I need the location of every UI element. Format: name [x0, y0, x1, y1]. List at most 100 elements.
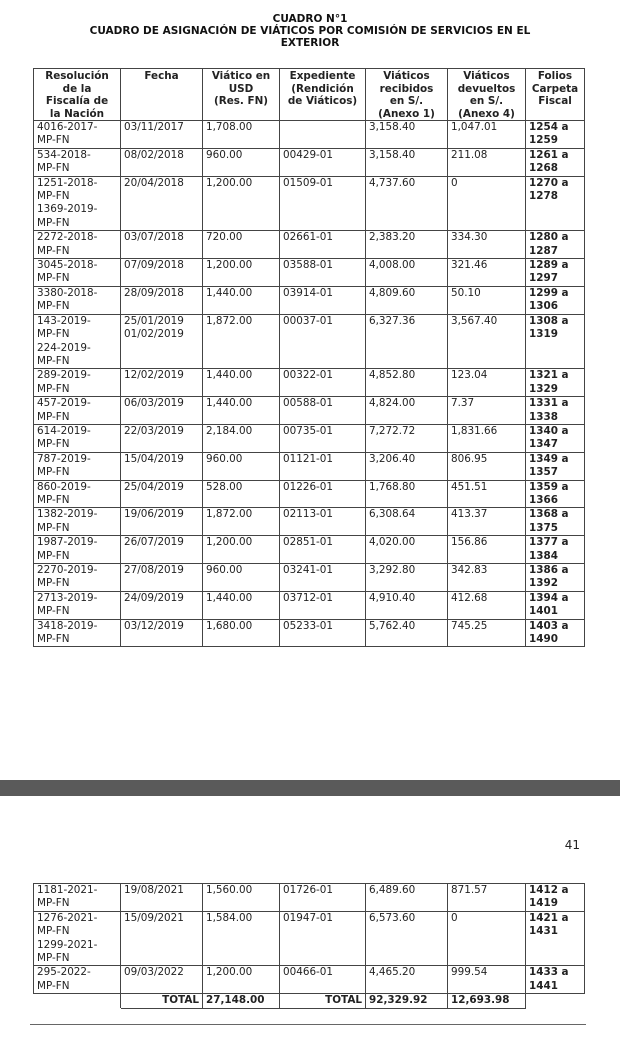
- cell-folios: 1261 a 1268: [525, 147, 585, 177]
- cell-returned-amount: 451.51: [447, 479, 526, 509]
- cell-resolution: 3380-2018- MP-FN: [33, 285, 121, 315]
- cell-received-amount: 4,809.60: [365, 285, 448, 315]
- cell-usd-amount: 1,872.00: [202, 313, 280, 370]
- cell-resolution: 1276-2021- MP-FN 1299-2021- MP-FN: [33, 910, 121, 967]
- cell-received-amount: 3,206.40: [365, 451, 448, 481]
- cell-date: 06/03/2019: [120, 396, 203, 425]
- cell-resolution: 614-2019- MP-FN: [33, 423, 121, 453]
- column-header-date: Fecha: [120, 68, 203, 121]
- cell-returned-amount: 123.04: [447, 368, 526, 398]
- cell-date: 24/09/2019: [120, 590, 203, 620]
- cell-received-amount: 4,910.40: [365, 590, 448, 620]
- cell-resolution: 3418-2019- MP-FN: [33, 618, 121, 648]
- cell-returned-amount: 806.95: [447, 451, 526, 481]
- cell-expediente: [279, 120, 366, 149]
- cell-resolution: 289-2019- MP-FN: [33, 368, 121, 398]
- cell-folios: 1421 a 1431: [525, 910, 585, 967]
- cell-returned-amount: 871.57: [447, 883, 526, 912]
- cell-usd-amount: 1,200.00: [202, 965, 280, 995]
- cell-resolution: 2270-2019- MP-FN: [33, 563, 121, 592]
- received-total: 92,329.92: [365, 993, 448, 1009]
- cell-date: 08/02/2018: [120, 147, 203, 177]
- cell-date: 03/07/2018: [120, 230, 203, 260]
- cell-resolution: 2272-2018- MP-FN: [33, 230, 121, 260]
- cell-folios: 1331 a 1338: [525, 396, 585, 425]
- table-row: 1382-2019- MP-FN 19/06/2019 1,872.00 02113-…: [33, 507, 585, 537]
- empty-cell: [525, 993, 585, 1009]
- table-row: 2713-2019- MP-FN 24/09/2019 1,440.00 03712-…: [33, 590, 585, 620]
- viaticos-table-continued: 1181-2021- MP-FN 19/08/2021 1,560.00 01726-…: [33, 883, 585, 1009]
- cell-resolution: 534-2018- MP-FN: [33, 147, 121, 177]
- cell-resolution: 2713-2019- MP-FN: [33, 590, 121, 620]
- cell-usd-amount: 1,584.00: [202, 910, 280, 967]
- cell-date: 07/09/2018: [120, 258, 203, 287]
- table-row: 295-2022- MP-FN 09/03/2022 1,200.00 00466-0…: [33, 965, 585, 995]
- cell-resolution: 787-2019- MP-FN: [33, 451, 121, 481]
- column-header-resolution: Resolución de la Fiscalía de la Nación: [33, 68, 121, 121]
- cell-expediente: 00735-01: [279, 423, 366, 453]
- table-row: 3380-2018- MP-FN 28/09/2018 1,440.00 03914-…: [33, 285, 585, 315]
- cell-usd-amount: 2,184.00: [202, 423, 280, 453]
- cell-received-amount: 4,008.00: [365, 258, 448, 287]
- cell-expediente: 00037-01: [279, 313, 366, 370]
- document-title: CUADRO DE ASIGNACIÓN DE VIÁTICOS POR COM…: [89, 25, 531, 37]
- cell-usd-amount: 1,440.00: [202, 590, 280, 620]
- cell-received-amount: 6,489.60: [365, 883, 448, 912]
- cell-resolution: 1382-2019- MP-FN: [33, 507, 121, 537]
- cell-received-amount: 3,158.40: [365, 147, 448, 177]
- cell-date: 15/09/2021: [120, 910, 203, 967]
- cell-expediente: 03588-01: [279, 258, 366, 287]
- cell-received-amount: 4,737.60: [365, 175, 448, 232]
- cell-expediente: 00588-01: [279, 396, 366, 425]
- page-separator: [0, 780, 620, 796]
- cell-expediente: 02661-01: [279, 230, 366, 260]
- cell-folios: 1289 a 1297: [525, 258, 585, 287]
- table-header-row: Resolución de la Fiscalía de la Nación Fe…: [33, 68, 585, 121]
- cell-date: 03/11/2017: [120, 120, 203, 149]
- cell-usd-amount: 720.00: [202, 230, 280, 260]
- cell-expediente: 01726-01: [279, 883, 366, 912]
- cell-usd-amount: 1,200.00: [202, 175, 280, 232]
- column-header-returned-amount: Viáticos devueltos en S/. (Anexo 4): [447, 68, 526, 121]
- cell-usd-amount: 1,200.00: [202, 258, 280, 287]
- cell-date: 26/07/2019: [120, 535, 203, 564]
- cell-date: 09/03/2022: [120, 965, 203, 995]
- column-header-expediente: Expediente (Rendición de Viáticos): [279, 68, 366, 121]
- cell-resolution: 295-2022- MP-FN: [33, 965, 121, 995]
- cell-expediente: 00429-01: [279, 147, 366, 177]
- cell-folios: 1280 a 1287: [525, 230, 585, 260]
- cell-date: 12/02/2019: [120, 368, 203, 398]
- table-row: 289-2019- MP-FN 12/02/2019 1,440.00 00322-0…: [33, 368, 585, 398]
- cell-returned-amount: 1,047.01: [447, 120, 526, 149]
- cell-folios: 1359 a 1366: [525, 479, 585, 509]
- column-header-folios: Folios Carpeta Fiscal: [525, 68, 585, 121]
- cell-date: 25/04/2019: [120, 479, 203, 509]
- total-label: TOTAL: [120, 993, 203, 1009]
- cell-returned-amount: 156.86: [447, 535, 526, 564]
- cell-folios: 1403 a 1490: [525, 618, 585, 648]
- cell-folios: 1368 a 1375: [525, 507, 585, 537]
- cell-received-amount: 4,465.20: [365, 965, 448, 995]
- cell-expediente: 01121-01: [279, 451, 366, 481]
- cell-usd-amount: 960.00: [202, 147, 280, 177]
- cell-returned-amount: 321.46: [447, 258, 526, 287]
- cell-folios: 1299 a 1306: [525, 285, 585, 315]
- cell-folios: 1270 a 1278: [525, 175, 585, 232]
- cell-received-amount: 7,272.72: [365, 423, 448, 453]
- cell-returned-amount: 0: [447, 910, 526, 967]
- cell-received-amount: 4,020.00: [365, 535, 448, 564]
- cell-returned-amount: 50.10: [447, 285, 526, 315]
- cell-date: 28/09/2018: [120, 285, 203, 315]
- cell-received-amount: 4,852.80: [365, 368, 448, 398]
- cell-folios: 1386 a 1392: [525, 563, 585, 592]
- cell-returned-amount: 3,567.40: [447, 313, 526, 370]
- cell-usd-amount: 960.00: [202, 451, 280, 481]
- cell-date: 22/03/2019: [120, 423, 203, 453]
- cell-expediente: 03712-01: [279, 590, 366, 620]
- cell-date: 19/06/2019: [120, 507, 203, 537]
- cell-received-amount: 1,768.80: [365, 479, 448, 509]
- cell-resolution: 4016-2017- MP-FN: [33, 120, 121, 149]
- cell-folios: 1377 a 1384: [525, 535, 585, 564]
- cell-usd-amount: 1,680.00: [202, 618, 280, 648]
- cell-returned-amount: 745.25: [447, 618, 526, 648]
